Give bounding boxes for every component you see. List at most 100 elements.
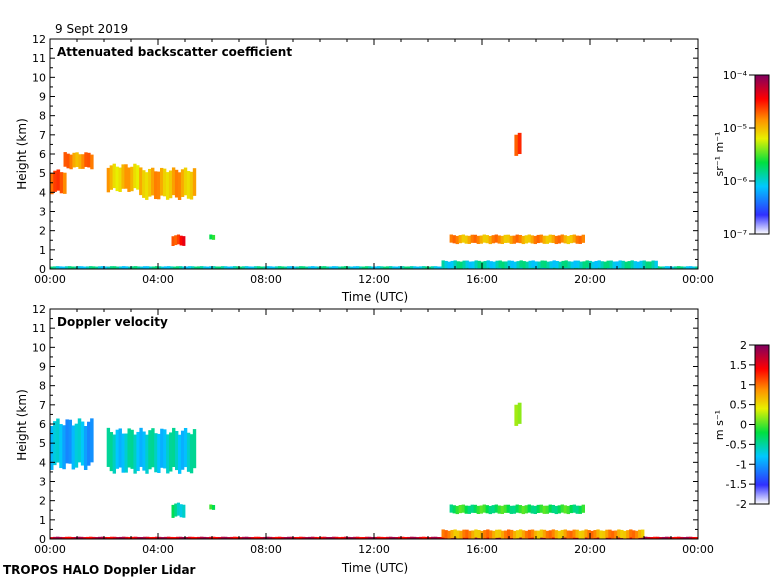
data-cell [608,529,612,538]
colorbar-tick-label: 1 [740,379,747,392]
data-cell [101,266,105,269]
data-cell [209,234,213,240]
data-cell [320,266,324,269]
data-cell [606,260,610,268]
data-cell [127,167,131,192]
data-cell [182,236,186,246]
data-cell [203,266,207,269]
data-cell [503,234,507,243]
data-cell [531,260,535,268]
data-cell [89,266,93,269]
data-cell [455,235,459,245]
data-cell [533,530,538,539]
data-cell [87,421,91,466]
data-cell [72,152,76,168]
data-cell [71,266,75,269]
data-cell [362,537,366,539]
data-cell [251,537,255,539]
x-tick-label: 08:00 [250,273,282,286]
data-cell [689,266,693,269]
data-cell [170,536,174,539]
data-cell [536,530,541,539]
data-cell [467,505,471,514]
data-cell [515,234,519,243]
data-cell [533,505,537,515]
data-cell [56,536,60,539]
data-cell [206,537,210,539]
data-cell [425,266,429,269]
data-cell [659,266,663,269]
data-cell [185,266,189,269]
data-cell [494,504,498,513]
data-cell [191,536,195,539]
data-cell [189,434,194,474]
data-cell [122,266,126,269]
data-cell [440,536,444,539]
data-cell [50,266,54,269]
data-cell [83,266,87,269]
data-cell [159,167,164,196]
data-cell [468,530,472,539]
data-cell [180,169,185,197]
data-cell [266,536,270,539]
data-cell [671,537,675,539]
data-cell [392,536,396,539]
data-cell [492,261,496,269]
data-cell [215,266,219,269]
data-cell [260,266,264,269]
data-cell [617,529,621,538]
data-cell [139,167,143,196]
data-cell [212,234,216,240]
data-cell [134,536,138,539]
data-cell [209,536,213,539]
data-cell [401,266,405,269]
x-tick-label: 12:00 [358,273,390,286]
data-cell [514,134,519,156]
data-cell [642,260,646,268]
data-cell [530,529,535,538]
data-cell [186,171,191,199]
y-tick-label: 3 [39,206,46,219]
data-cell [498,260,502,268]
data-cell [569,530,573,539]
data-cell [176,536,180,539]
data-cell [576,260,580,268]
data-cell [473,536,477,539]
data-cell [133,163,137,189]
data-cell [398,266,402,269]
data-cell [248,536,252,539]
data-cell [140,266,144,269]
data-cell [92,536,96,539]
data-cell [125,536,129,539]
data-cell [148,430,152,470]
plot-frame [49,308,699,540]
data-cell [90,154,94,170]
data-cell [131,266,135,269]
y-tick-label: 6 [39,418,46,431]
data-cell [260,537,264,539]
data-cell [650,537,654,539]
y-tick-label: 9 [39,361,46,374]
colorbar-tick-label: 1.5 [730,359,748,372]
data-cell [441,260,445,268]
data-cell [65,536,69,539]
data-cell [677,266,681,269]
data-cell [624,261,628,269]
data-cell [677,536,681,539]
data-cell [383,537,387,539]
data-cell [467,235,471,244]
data-cell [311,266,315,269]
data-cell [68,536,72,539]
y-tick-label: 4 [39,186,46,199]
data-cell [239,537,243,539]
data-cell [500,235,504,245]
data-cell [683,537,687,539]
panel-title: Doppler velocity [57,315,168,329]
data-cell [332,536,336,539]
data-cell [572,537,576,539]
data-cell [161,537,165,539]
data-cell [603,261,607,269]
data-cell [537,261,541,269]
data-cell [389,266,393,269]
data-cell [542,529,547,538]
